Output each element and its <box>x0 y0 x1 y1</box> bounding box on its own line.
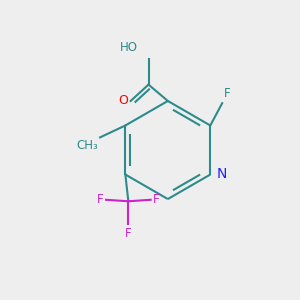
Text: F: F <box>153 193 160 206</box>
Text: F: F <box>224 87 230 100</box>
Text: F: F <box>97 193 104 206</box>
Text: HO: HO <box>120 41 138 54</box>
Text: CH₃: CH₃ <box>77 139 99 152</box>
Text: N: N <box>217 167 227 181</box>
Text: F: F <box>125 226 132 239</box>
Text: O: O <box>118 94 128 107</box>
